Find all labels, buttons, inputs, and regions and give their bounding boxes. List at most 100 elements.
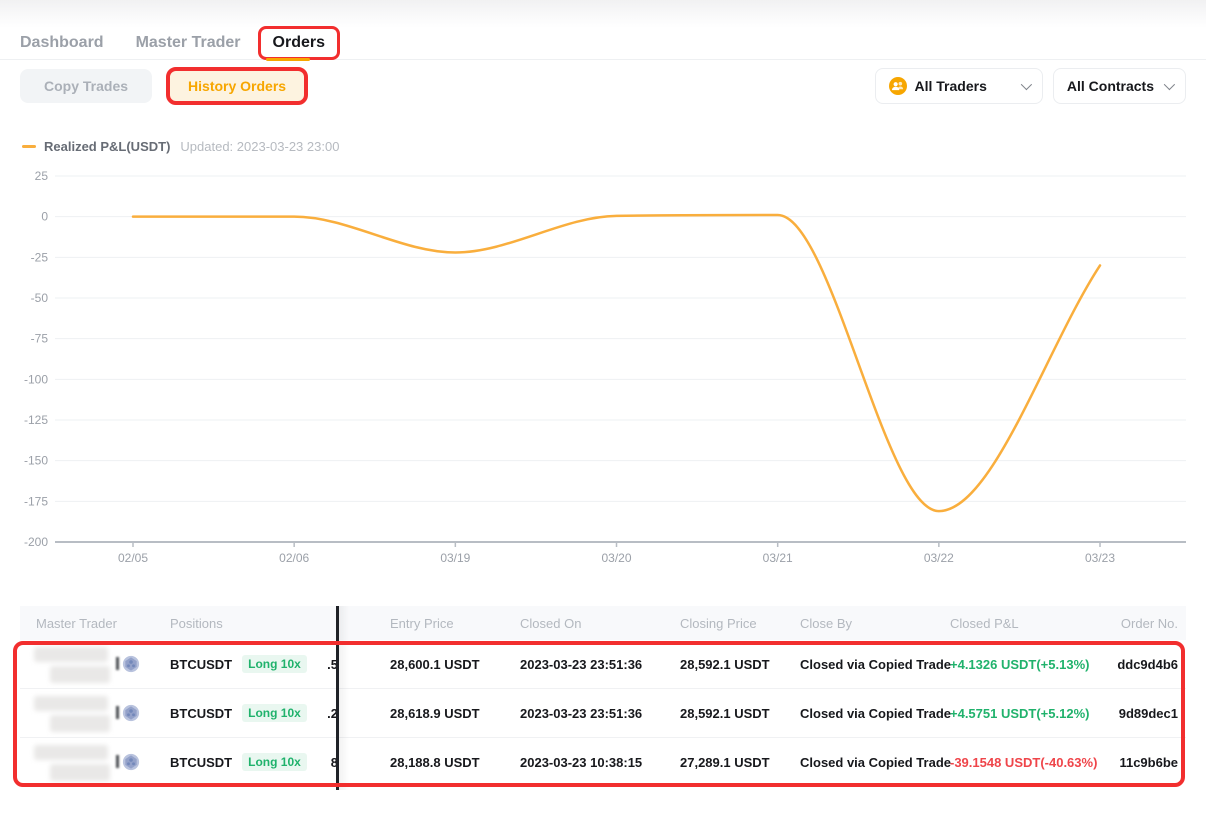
svg-text:02/06: 02/06 — [279, 551, 309, 565]
svg-text:25: 25 — [35, 169, 49, 183]
table-row: BTCUSDT Long 10x .5 28,600.1 USDT 2023-0… — [20, 640, 1186, 688]
closing-price-cell: 28,592.1 USDT — [680, 705, 770, 721]
close-by-cell: Closed via Copied Trade — [800, 705, 951, 721]
col-entry-price: Entry Price — [390, 615, 454, 631]
master-trader-cell — [20, 738, 170, 786]
trader-avatar-icon — [122, 655, 140, 673]
close-by-cell: Closed via Copied Trade — [800, 754, 951, 770]
subnav: Copy Trades History Orders — [20, 67, 309, 105]
col-positions: Positions — [170, 615, 223, 631]
svg-text:0: 0 — [41, 210, 48, 224]
svg-text:-50: -50 — [31, 291, 49, 305]
controls-row: Copy Trades History Orders All Traders A… — [20, 67, 1186, 105]
qty-fragment: 8 — [330, 754, 338, 770]
svg-text:-25: -25 — [31, 250, 49, 264]
col-closed-pl: Closed P&L — [950, 615, 1019, 631]
updated-timestamp: Updated: 2023-03-23 23:00 — [180, 139, 340, 154]
table-row: BTCUSDT Long 10x .2 28,618.9 USDT 2023-0… — [20, 688, 1186, 737]
blurred-trader-name — [34, 696, 108, 711]
frozen-pane-scroll-divider[interactable] — [336, 606, 349, 790]
chevron-down-icon — [1020, 78, 1032, 91]
positions-cell: BTCUSDT Long 10x — [170, 655, 307, 673]
svg-text:-100: -100 — [24, 372, 48, 386]
col-close-by: Close By — [800, 615, 853, 631]
master-trader-cell — [20, 689, 170, 737]
closed-pl-cell: +4.5751 USDT(+5.12%) — [950, 705, 1090, 721]
all-contracts-dropdown[interactable]: All Contracts — [1052, 68, 1186, 104]
blur-artifact — [116, 706, 119, 719]
close-by-cell: Closed via Copied Trade — [800, 656, 951, 672]
history-orders-button[interactable]: History Orders — [166, 67, 309, 105]
svg-text:03/20: 03/20 — [601, 551, 631, 565]
entry-price-cell: 28,600.1 USDT — [390, 656, 480, 672]
col-closing-price: Closing Price — [680, 615, 757, 631]
positions-cell: BTCUSDT Long 10x — [170, 753, 307, 771]
order-no-cell: 9d89dec1 — [1118, 705, 1178, 721]
entry-price-cell: 28,188.8 USDT — [390, 754, 480, 770]
order-no-cell: 11c9b6be — [1119, 754, 1178, 770]
traders-icon — [888, 77, 907, 95]
closed-on-cell: 2023-03-23 23:51:36 — [520, 656, 643, 672]
svg-text:02/05: 02/05 — [118, 551, 148, 565]
closed-on-cell: 2023-03-23 23:51:36 — [520, 705, 643, 721]
closing-price-cell: 27,289.1 USDT — [680, 754, 770, 770]
series-dash-icon — [22, 145, 36, 148]
pnl-line-chart: 25 0 -25 -50 -75 -100 -125 -150 -175 -200 02/05 02/… — [24, 169, 1186, 565]
blurred-trader-name — [34, 647, 108, 662]
history-orders-table: Master Trader Positions Entry Price Clos… — [13, 606, 1186, 790]
trader-avatar-icon — [122, 704, 140, 722]
col-order-no: Order No. — [1120, 615, 1178, 631]
blurred-trader-name — [34, 745, 108, 760]
entry-price-cell: 28,618.9 USDT — [390, 705, 480, 721]
active-tab-underline — [266, 58, 310, 61]
closing-price-cell: 28,592.1 USDT — [680, 656, 770, 672]
svg-text:03/23: 03/23 — [1085, 551, 1115, 565]
chart-legend: Realized P&L(USDT) Updated: 2023-03-23 2… — [22, 139, 1206, 154]
copy-trades-button[interactable]: Copy Trades — [20, 69, 153, 103]
closed-pl-cell: +4.1326 USDT(+5.13%) — [950, 656, 1090, 672]
blur-artifact — [116, 657, 119, 670]
closed-pl-cell: -39.1548 USDT(-40.63%) — [950, 754, 1098, 770]
all-traders-dropdown[interactable]: All Traders — [874, 68, 1043, 104]
table-row: BTCUSDT Long 10x 8 28,188.8 USDT 2023-03… — [20, 737, 1186, 786]
tab-orders[interactable]: Orders — [272, 33, 325, 51]
svg-text:-150: -150 — [24, 454, 48, 468]
order-no-cell: ddc9d4b6 — [1117, 656, 1178, 672]
svg-text:03/19: 03/19 — [440, 551, 470, 565]
blur-artifact — [116, 755, 119, 768]
filters: All Traders All Contracts — [874, 68, 1186, 104]
pnl-chart: 25 0 -25 -50 -75 -100 -125 -150 -175 -200 02/05 02/… — [20, 164, 1186, 570]
blurred-trader-name — [50, 715, 110, 732]
all-traders-label: All Traders — [914, 78, 987, 94]
svg-text:-125: -125 — [24, 413, 48, 427]
blurred-trader-name — [50, 666, 110, 683]
table-body: BTCUSDT Long 10x .5 28,600.1 USDT 2023-0… — [20, 640, 1186, 786]
qty-fragment: .5 — [327, 656, 338, 672]
main-tabs: Dashboard Master Trader Orders — [0, 0, 1206, 61]
qty-fragment: .2 — [327, 705, 338, 721]
tab-dashboard[interactable]: Dashboard — [20, 33, 104, 51]
table-header: Master Trader Positions Entry Price Clos… — [20, 606, 1186, 640]
trader-avatar-icon — [122, 753, 140, 771]
symbol-label: BTCUSDT — [170, 656, 233, 672]
symbol-label: BTCUSDT — [170, 754, 233, 770]
symbol-label: BTCUSDT — [170, 705, 233, 721]
svg-text:03/21: 03/21 — [763, 551, 793, 565]
svg-text:-175: -175 — [24, 494, 48, 508]
col-master-trader: Master Trader — [36, 615, 117, 631]
closed-on-cell: 2023-03-23 10:38:15 — [520, 754, 643, 770]
svg-text:-200: -200 — [24, 535, 48, 549]
master-trader-cell — [20, 640, 170, 688]
svg-text:-75: -75 — [31, 332, 49, 346]
col-closed-on: Closed On — [520, 615, 582, 631]
side-leverage-badge: Long 10x — [242, 704, 307, 722]
side-leverage-badge: Long 10x — [242, 753, 307, 771]
side-leverage-badge: Long 10x — [242, 655, 307, 673]
all-contracts-label: All Contracts — [1066, 78, 1154, 94]
positions-cell: BTCUSDT Long 10x — [170, 704, 307, 722]
tab-master-trader[interactable]: Master Trader — [135, 33, 241, 51]
annotation-box-orders: Orders — [257, 25, 340, 60]
chevron-down-icon — [1163, 78, 1176, 91]
series-name: Realized P&L(USDT) — [44, 139, 171, 154]
blurred-trader-name — [50, 764, 110, 781]
